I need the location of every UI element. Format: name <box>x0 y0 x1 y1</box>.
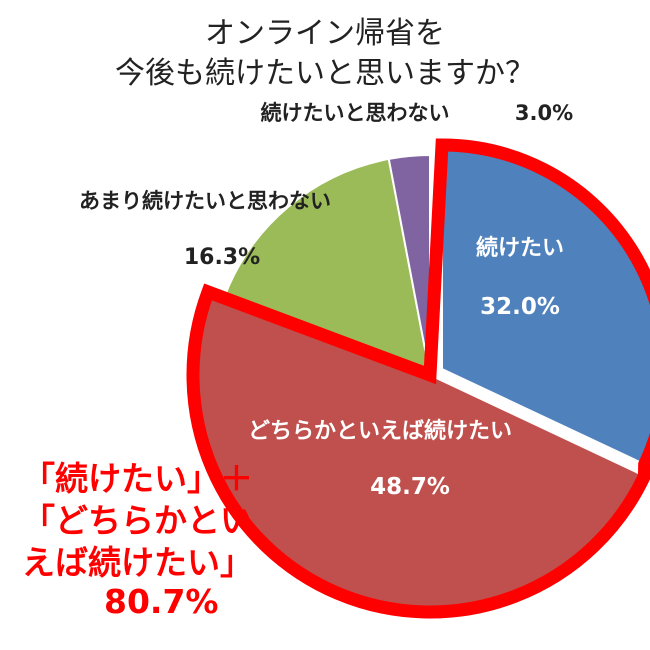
callout-total: 80.7% <box>104 582 219 621</box>
slice-value-3: 16.3% <box>184 245 260 270</box>
slice-value-4: 3.0% <box>515 101 573 125</box>
callout-line-2: 「どちらかとい <box>22 501 253 540</box>
pie-slice-3 <box>222 157 432 377</box>
slice-label-4: 続けたいと思わない <box>261 101 450 125</box>
slice-value-2: 48.7% <box>370 474 450 500</box>
pie-slice-4 <box>387 153 431 376</box>
callout-line-1: 「続けたい」＋ <box>22 459 253 498</box>
chart-title-line-1: オンライン帰省を <box>205 16 445 51</box>
slice-value-1: 32.0% <box>480 294 560 320</box>
callout-line-3: えば続けたい」 <box>22 543 253 582</box>
chart-title-line-2: 今後も続けたいと思いますか？ <box>115 56 535 91</box>
slice-label-2: どちらかといえば続けたい <box>248 418 512 444</box>
highlight-outline <box>186 138 650 619</box>
slice-label-1: 続けたい <box>476 235 564 261</box>
slice-label-3: あまり続けたいと思わない <box>79 189 331 213</box>
